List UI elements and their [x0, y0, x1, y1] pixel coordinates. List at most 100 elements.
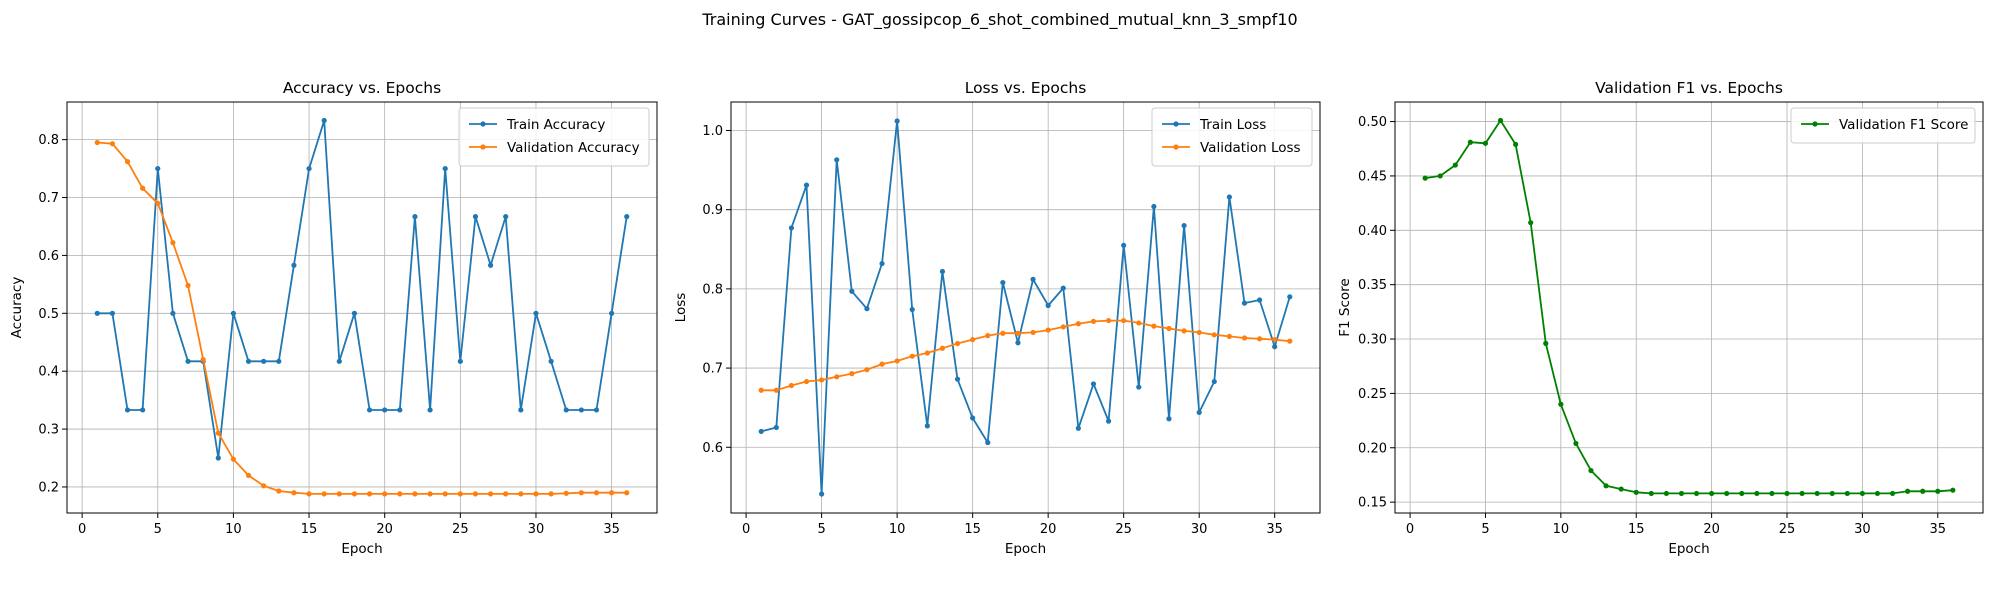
- legend-box: [1790, 107, 1976, 144]
- legend-label: Validation F1 Score: [1839, 117, 1968, 133]
- data-point: [442, 165, 448, 172]
- axes-frame: [730, 101, 1321, 514]
- x-axis-label: Epoch: [1005, 541, 1046, 557]
- data-point: [185, 282, 191, 289]
- x-tick-label: 5: [154, 522, 162, 537]
- data-point: [1090, 381, 1097, 387]
- data-point: [382, 407, 388, 413]
- data-point: [834, 374, 840, 380]
- legend-label: Validation Loss: [1200, 140, 1301, 156]
- data-point: [1000, 330, 1006, 336]
- series-line-2: [761, 319, 1290, 392]
- data-point: [518, 491, 524, 497]
- x-tick-label: 15: [964, 522, 981, 537]
- data-point: [1543, 340, 1549, 346]
- legend-label: Train Accuracy: [506, 117, 605, 133]
- data-point: [1874, 490, 1881, 497]
- data-point: [924, 423, 930, 429]
- y-tick-label: 0.4: [38, 365, 59, 380]
- data-point: [261, 358, 267, 364]
- data-point: [366, 407, 373, 413]
- data-point: [849, 371, 855, 377]
- x-tick-label: 35: [1266, 522, 1283, 537]
- legend-marker: [480, 144, 486, 150]
- data-point: [1226, 333, 1232, 340]
- data-point: [291, 490, 297, 496]
- x-tick-label: 10: [1553, 522, 1570, 537]
- data-point: [788, 225, 795, 231]
- data-point: [140, 407, 146, 413]
- chart-title: Accuracy vs. Epochs: [283, 79, 441, 97]
- data-point: [1709, 490, 1715, 497]
- data-point: [185, 358, 191, 364]
- data-point: [1814, 490, 1820, 497]
- data-point: [1075, 321, 1081, 327]
- data-point: [306, 491, 312, 497]
- y-tick-label: 0.3: [38, 423, 59, 438]
- y-tick-label: 0.6: [702, 441, 723, 456]
- data-point: [593, 490, 600, 496]
- data-point: [1211, 378, 1217, 385]
- data-point: [970, 415, 976, 421]
- data-point: [155, 200, 161, 206]
- data-point: [1166, 416, 1172, 422]
- data-point: [487, 262, 494, 268]
- data-point: [1015, 340, 1021, 346]
- y-tick-label: 0.7: [38, 191, 59, 206]
- data-point: [124, 407, 131, 413]
- data-point: [170, 310, 176, 316]
- data-point: [1950, 487, 1956, 493]
- y-axis-label: Loss: [673, 293, 689, 323]
- data-point: [351, 491, 358, 497]
- data-point: [1739, 490, 1745, 497]
- data-point: [624, 490, 630, 496]
- x-tick-label: 30: [528, 522, 545, 537]
- x-tick-label: 25: [1779, 522, 1796, 537]
- data-point: [609, 490, 615, 496]
- data-point: [1935, 488, 1941, 494]
- y-tick-label: 0.6: [38, 249, 59, 264]
- data-point: [624, 214, 630, 220]
- data-point: [1121, 242, 1127, 248]
- data-point: [457, 358, 463, 364]
- data-point: [1603, 483, 1609, 489]
- data-point: [758, 428, 764, 435]
- x-tick-label: 25: [1115, 522, 1132, 537]
- data-point: [1075, 425, 1081, 431]
- data-point: [215, 455, 221, 461]
- data-point: [397, 407, 403, 413]
- data-point: [1060, 285, 1066, 291]
- data-point: [1437, 173, 1443, 179]
- data-point: [518, 407, 524, 413]
- data-point: [109, 141, 115, 147]
- data-point: [155, 165, 161, 172]
- legend-marker: [1173, 144, 1179, 150]
- data-point: [124, 159, 131, 165]
- data-point: [306, 165, 312, 172]
- data-point: [457, 491, 463, 497]
- y-tick-label: 0.30: [1358, 333, 1387, 348]
- data-point: [261, 483, 267, 489]
- y-axis-label: F1 Score: [1337, 278, 1353, 336]
- data-point: [1241, 300, 1248, 306]
- chart-title: Loss vs. Epochs: [965, 79, 1087, 97]
- figure-suptitle: Training Curves - GAT_gossipcop_6_shot_c…: [701, 10, 1297, 30]
- data-point: [803, 182, 810, 188]
- data-point: [1693, 490, 1700, 497]
- data-point: [276, 488, 282, 494]
- data-point: [1196, 409, 1202, 416]
- data-point: [1211, 332, 1217, 338]
- data-point: [427, 491, 433, 497]
- x-tick-label: 30: [1854, 522, 1871, 537]
- data-point: [1030, 329, 1036, 336]
- data-point: [230, 456, 237, 462]
- y-tick-label: 0.25: [1358, 387, 1387, 402]
- data-point: [548, 491, 554, 497]
- legend: Train Accuracy Validation Accuracy: [458, 107, 650, 167]
- data-point: [1920, 488, 1926, 494]
- chart-title: Validation F1 vs. Epochs: [1595, 79, 1783, 97]
- data-point: [773, 387, 779, 393]
- data-point: [1045, 302, 1051, 309]
- data-point: [1905, 488, 1911, 494]
- data-point: [1422, 175, 1428, 181]
